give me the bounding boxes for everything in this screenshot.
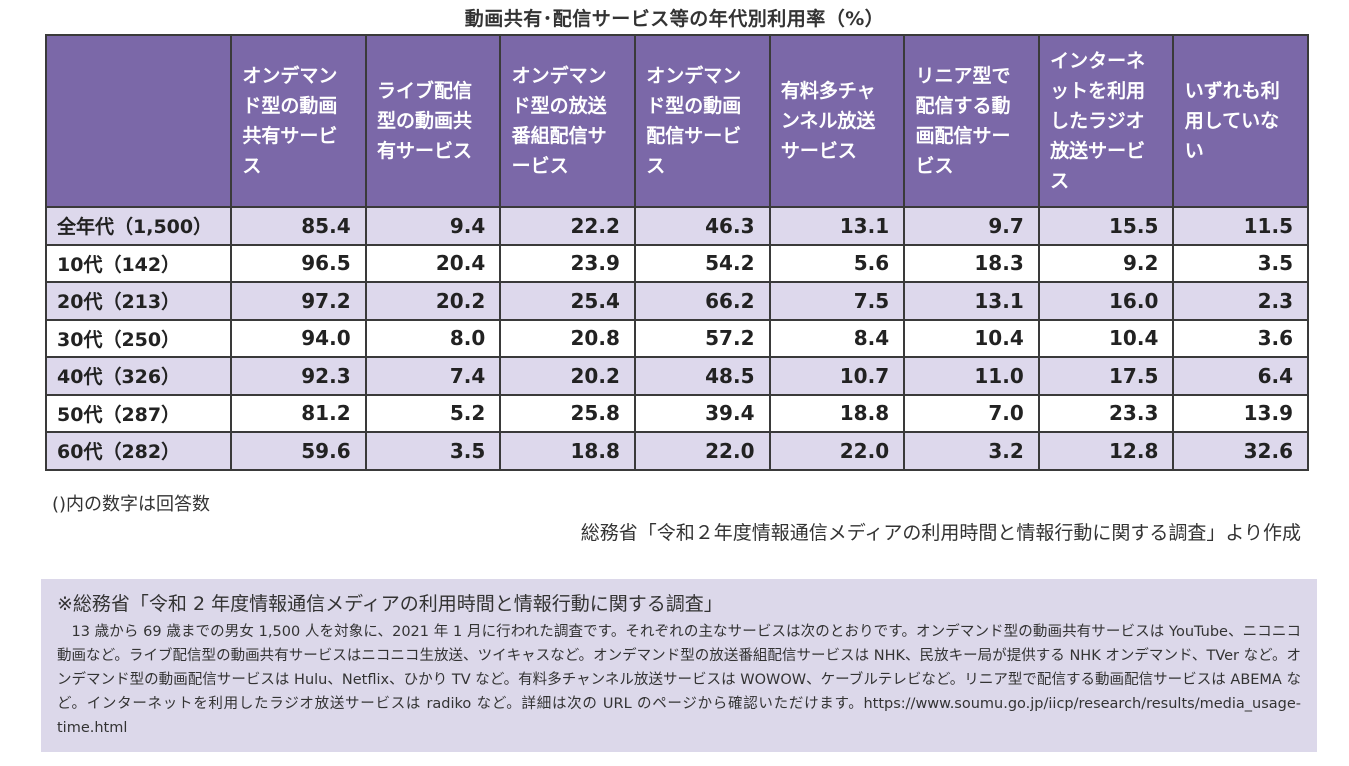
respondent-count-note: ()内の数字は回答数 (52, 494, 211, 515)
table-cell: 7.0 (903, 393, 1040, 433)
table-cell: 92.3 (230, 356, 367, 396)
table-cell: 8.4 (768, 318, 906, 358)
table-cell: 22.2 (499, 206, 636, 246)
table-cell: 7.5 (768, 281, 906, 321)
header-cell: オンデマンド型の動画共有サービス (230, 34, 367, 208)
table-cell: 17.5 (1037, 356, 1175, 396)
table-row: 60代（282） 59.6 3.5 18.8 22.0 22.0 3.2 12.… (45, 431, 1309, 471)
header-cell: 有料多チャンネル放送サービス (768, 34, 906, 208)
table-cell: 3.5 (1172, 243, 1309, 283)
table-row: 20代（213） 97.2 20.2 25.4 66.2 7.5 13.1 16… (45, 281, 1309, 321)
table-cell: 13.1 (903, 281, 1040, 321)
table-cell: 7.4 (364, 356, 502, 396)
table-cell: 81.2 (230, 393, 367, 433)
table-cell: 59.6 (230, 431, 367, 471)
row-label: 60代（282） (45, 431, 232, 471)
row-label: 30代（250） (45, 318, 232, 358)
table-cell: 3.2 (903, 431, 1040, 471)
table-cell: 10.4 (903, 318, 1040, 358)
table-cell: 25.8 (499, 393, 636, 433)
table-cell: 20.2 (364, 281, 502, 321)
table-cell: 3.5 (364, 431, 502, 471)
table-cell: 10.4 (1037, 318, 1175, 358)
table-cell: 20.8 (499, 318, 636, 358)
table-cell: 3.6 (1172, 318, 1309, 358)
table-cell: 6.4 (1172, 356, 1309, 396)
table-cell: 97.2 (230, 281, 367, 321)
table-cell: 22.0 (633, 431, 771, 471)
table-cell: 20.4 (364, 243, 502, 283)
table-cell: 9.4 (364, 206, 502, 246)
table-cell: 23.9 (499, 243, 636, 283)
table-cell: 18.8 (499, 431, 636, 471)
table-cell: 54.2 (633, 243, 771, 283)
header-cell: いずれも利用していない (1172, 34, 1309, 208)
row-label: 50代（287） (45, 393, 232, 433)
info-box-body: 13 歳から 69 歳までの男女 1,500 人を対象に、2021 年 1 月に… (57, 624, 1301, 736)
table-cell: 94.0 (230, 318, 367, 358)
table-cell: 46.3 (633, 206, 771, 246)
header-cell: オンデマンド型の動画配信サービス (633, 34, 771, 208)
table-title: 動画共有･配信サービス等の年代別利用率（%） (464, 8, 885, 30)
table-cell: 18.8 (768, 393, 906, 433)
row-label: 20代（213） (45, 281, 232, 321)
table-cell: 9.2 (1037, 243, 1175, 283)
table-cell: 2.3 (1172, 281, 1309, 321)
table-row: 30代（250） 94.0 8.0 20.8 57.2 8.4 10.4 10.… (45, 318, 1309, 358)
row-label: 全年代（1,500） (45, 206, 232, 246)
table-cell: 10.7 (768, 356, 906, 396)
table-cell: 22.0 (768, 431, 906, 471)
table-cell: 32.6 (1172, 431, 1309, 471)
table-cell: 20.2 (499, 356, 636, 396)
row-label: 40代（326） (45, 356, 232, 396)
table-cell: 48.5 (633, 356, 771, 396)
table-row: 50代（287） 81.2 5.2 25.8 39.4 18.8 7.0 23.… (45, 393, 1309, 433)
row-label: 10代（142） (45, 243, 232, 283)
header-corner-cell (45, 34, 232, 208)
header-cell: リニア型で配信する動画配信サービス (903, 34, 1040, 208)
header-cell: インターネットを利用したラジオ放送サービス (1037, 34, 1175, 208)
table-cell: 5.2 (364, 393, 502, 433)
table-cell: 11.5 (1172, 206, 1309, 246)
table-cell: 8.0 (364, 318, 502, 358)
table-header-row: オンデマンド型の動画共有サービス ライブ配信型の動画共有サービス オンデマンド型… (45, 34, 1309, 208)
table-cell: 66.2 (633, 281, 771, 321)
table-cell: 5.6 (768, 243, 906, 283)
table-row: 40代（326） 92.3 7.4 20.2 48.5 10.7 11.0 17… (45, 356, 1309, 396)
table-cell: 13.1 (768, 206, 906, 246)
table-cell: 96.5 (230, 243, 367, 283)
survey-info-box: ※総務省「令和 2 年度情報通信メディアの利用時間と情報行動に関する調査」 13… (41, 579, 1317, 752)
header-cell: ライブ配信型の動画共有サービス (364, 34, 502, 208)
table-cell: 57.2 (633, 318, 771, 358)
table-cell: 39.4 (633, 393, 771, 433)
table-cell: 11.0 (903, 356, 1040, 396)
table-row: 10代（142） 96.5 20.4 23.9 54.2 5.6 18.3 9.… (45, 243, 1309, 283)
source-citation: 総務省「令和２年度情報通信メディアの利用時間と情報行動に関する調査」より作成 (580, 522, 1301, 544)
table-cell: 18.3 (903, 243, 1040, 283)
header-cell: オンデマンド型の放送番組配信サービス (499, 34, 636, 208)
table-cell: 9.7 (903, 206, 1040, 246)
table-cell: 15.5 (1037, 206, 1175, 246)
usage-rate-table: オンデマンド型の動画共有サービス ライブ配信型の動画共有サービス オンデマンド型… (45, 34, 1309, 471)
table-row: 全年代（1,500） 85.4 9.4 22.2 46.3 13.1 9.7 1… (45, 206, 1309, 246)
table-cell: 13.9 (1172, 393, 1309, 433)
table-cell: 85.4 (230, 206, 367, 246)
info-box-title: ※総務省「令和 2 年度情報通信メディアの利用時間と情報行動に関する調査」 (57, 593, 723, 615)
table-cell: 25.4 (499, 281, 636, 321)
table-cell: 12.8 (1037, 431, 1175, 471)
table-cell: 23.3 (1037, 393, 1175, 433)
table-cell: 16.0 (1037, 281, 1175, 321)
